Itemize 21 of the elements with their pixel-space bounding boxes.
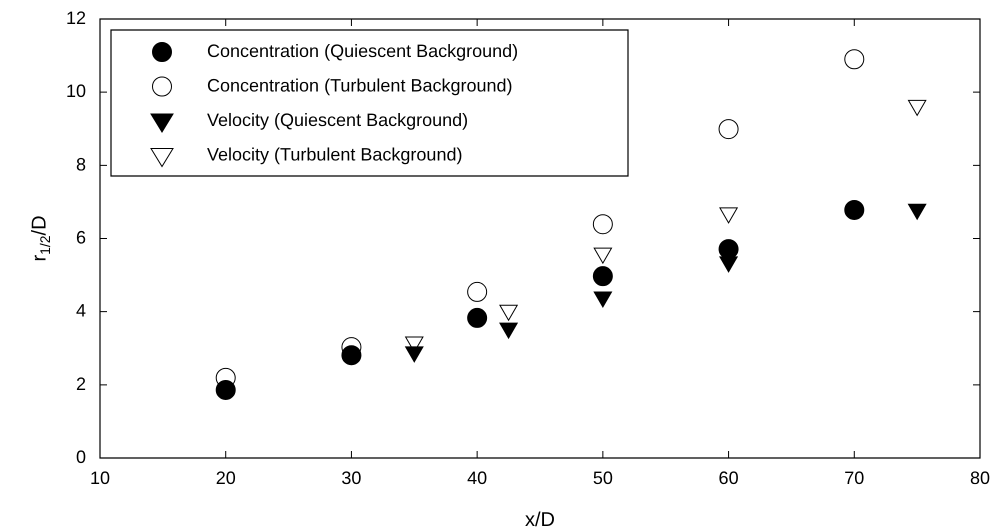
y-tick-label: 8 — [76, 154, 86, 174]
legend-label: Concentration (Turbulent Background) — [207, 75, 512, 96]
y-tick-label: 12 — [66, 8, 86, 28]
x-tick-label: 10 — [90, 468, 110, 488]
x-tick-label: 20 — [216, 468, 236, 488]
x-tick-label: 40 — [467, 468, 488, 488]
legend-label: Velocity (Quiescent Background) — [207, 110, 468, 130]
x-tick-label: 30 — [341, 468, 362, 488]
x-tick-label: 80 — [970, 468, 990, 488]
x-tick-label: 60 — [718, 468, 739, 488]
x-tick-label: 70 — [844, 468, 864, 488]
y-axis-title: r1/2/D — [28, 215, 53, 262]
x-tick-label: 50 — [592, 468, 613, 488]
legend-label: Concentration (Quiescent Background) — [207, 40, 518, 61]
y-tick-label: 2 — [76, 374, 86, 394]
legend-label: Velocity (Turbulent Background) — [207, 144, 462, 164]
y-tick-label: 4 — [76, 300, 86, 321]
y-tick-label: 0 — [76, 446, 86, 467]
y-tick-label: 6 — [76, 227, 86, 248]
y-tick-label: 10 — [66, 81, 86, 102]
x-axis-title: x/D — [525, 509, 555, 529]
